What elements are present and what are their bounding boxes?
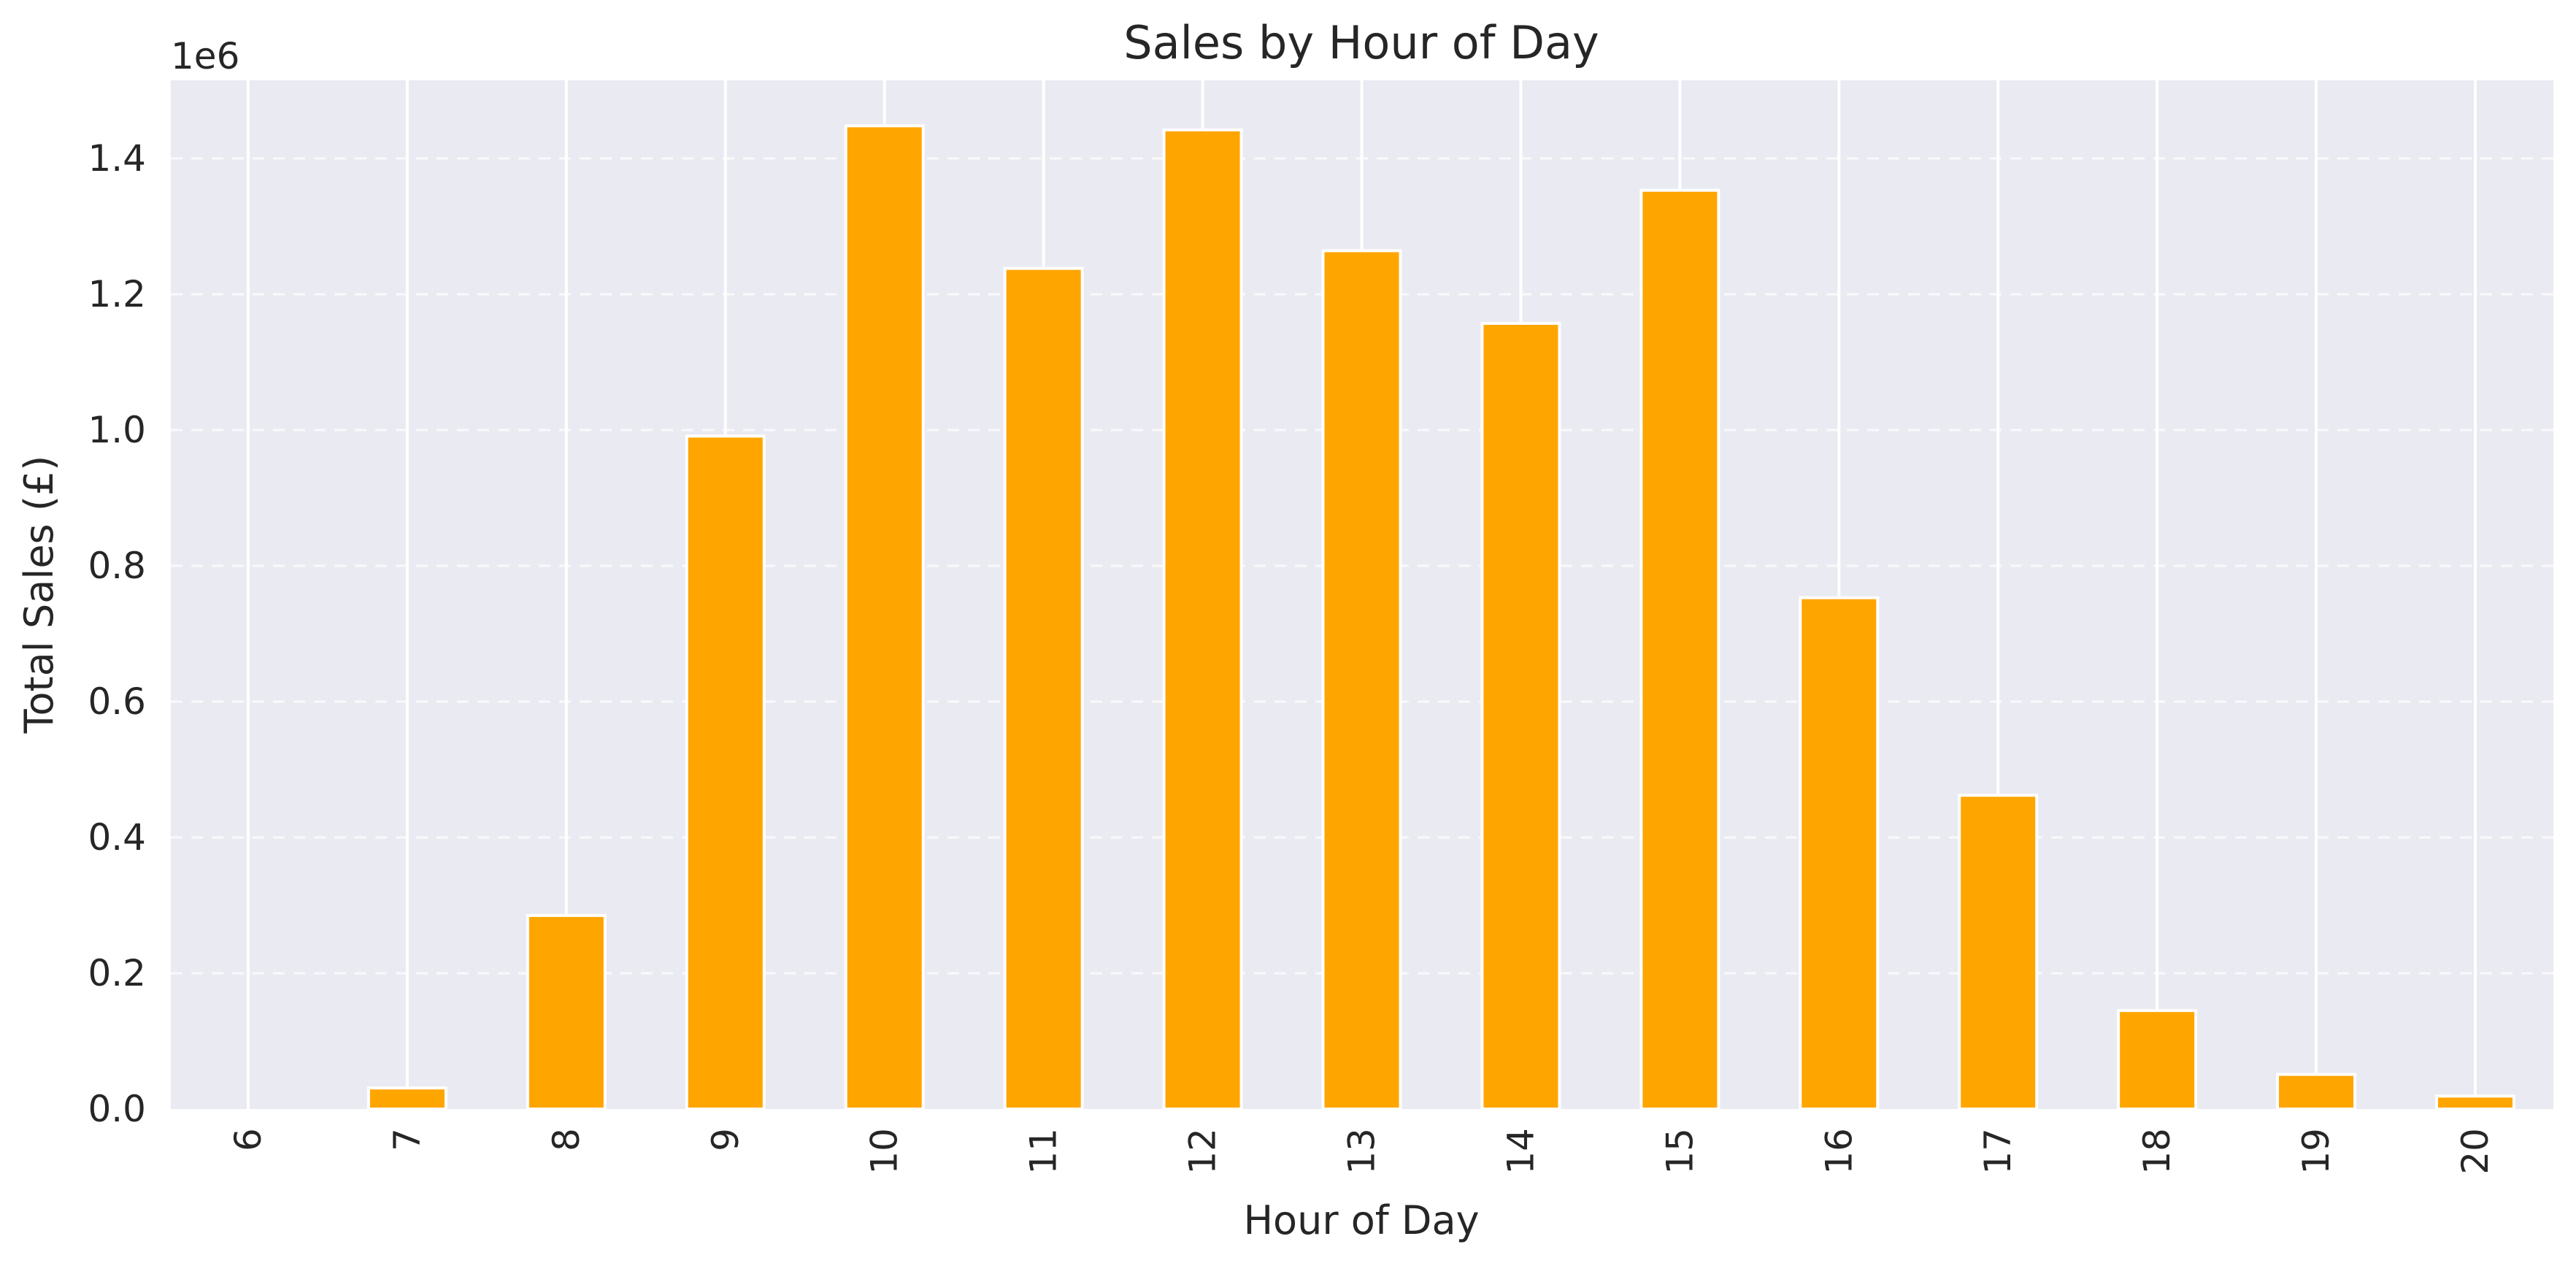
x-tick-label: 14	[1499, 1128, 1542, 1175]
bars	[366, 124, 2515, 1111]
bar-hour-18	[2117, 1009, 2198, 1111]
x-tick-label: 17	[1977, 1128, 2019, 1175]
x-tick-label: 20	[2454, 1128, 2496, 1175]
x-tick-label: 10	[864, 1128, 906, 1175]
x-tick-label: 12	[1182, 1128, 1224, 1175]
x-tick-label: 18	[2136, 1128, 2178, 1175]
y-tick-label: 0.0	[88, 1088, 146, 1130]
bar-hour-16	[1799, 596, 1880, 1110]
bar-hour-10	[844, 124, 925, 1110]
y-tick-label: 0.6	[88, 680, 146, 723]
bar-hour-14	[1480, 321, 1561, 1111]
x-tick-label: 19	[2295, 1128, 2337, 1175]
y-tick-label: 1.4	[88, 137, 146, 180]
x-axis-label: Hour of Day	[1243, 1197, 1479, 1243]
x-tick-label: 16	[1818, 1128, 1860, 1175]
y-offset-label: 1e6	[171, 35, 239, 77]
bar-hour-7	[366, 1086, 447, 1110]
y-axis-ticks: 0.0 0.2 0.4 0.6 0.8 1.0 1.2 1.4	[88, 137, 146, 1130]
y-tick-label: 0.4	[88, 816, 146, 859]
x-tick-label: 7	[386, 1128, 428, 1151]
bar-hour-17	[1958, 794, 2039, 1110]
x-tick-label: 15	[1658, 1128, 1701, 1175]
chart-title: Sales by Hour of Day	[1123, 16, 1599, 69]
y-tick-label: 1.0	[88, 409, 146, 451]
x-tick-label: 6	[227, 1128, 269, 1151]
x-tick-label: 11	[1023, 1128, 1065, 1175]
bar-hour-13	[1321, 249, 1402, 1111]
bar-hour-19	[2276, 1073, 2357, 1111]
bar-hour-15	[1639, 188, 1720, 1110]
y-axis-label: Total Sales (£)	[16, 456, 62, 734]
bar-hour-12	[1162, 128, 1243, 1110]
y-tick-label: 0.2	[88, 952, 146, 994]
bar-hour-20	[2435, 1094, 2515, 1110]
x-tick-label: 8	[545, 1128, 588, 1151]
bar-hour-11	[1003, 266, 1084, 1110]
x-axis-ticks: 6 7 8 9 10 11 12 13 14 15 16 17 18 19 20	[227, 1128, 2496, 1175]
y-tick-label: 1.2	[88, 273, 146, 315]
bar-hour-9	[685, 434, 766, 1110]
y-tick-label: 0.8	[88, 545, 146, 587]
x-tick-label: 13	[1341, 1128, 1383, 1175]
x-tick-label: 9	[704, 1128, 747, 1151]
bar-hour-8	[526, 913, 607, 1110]
